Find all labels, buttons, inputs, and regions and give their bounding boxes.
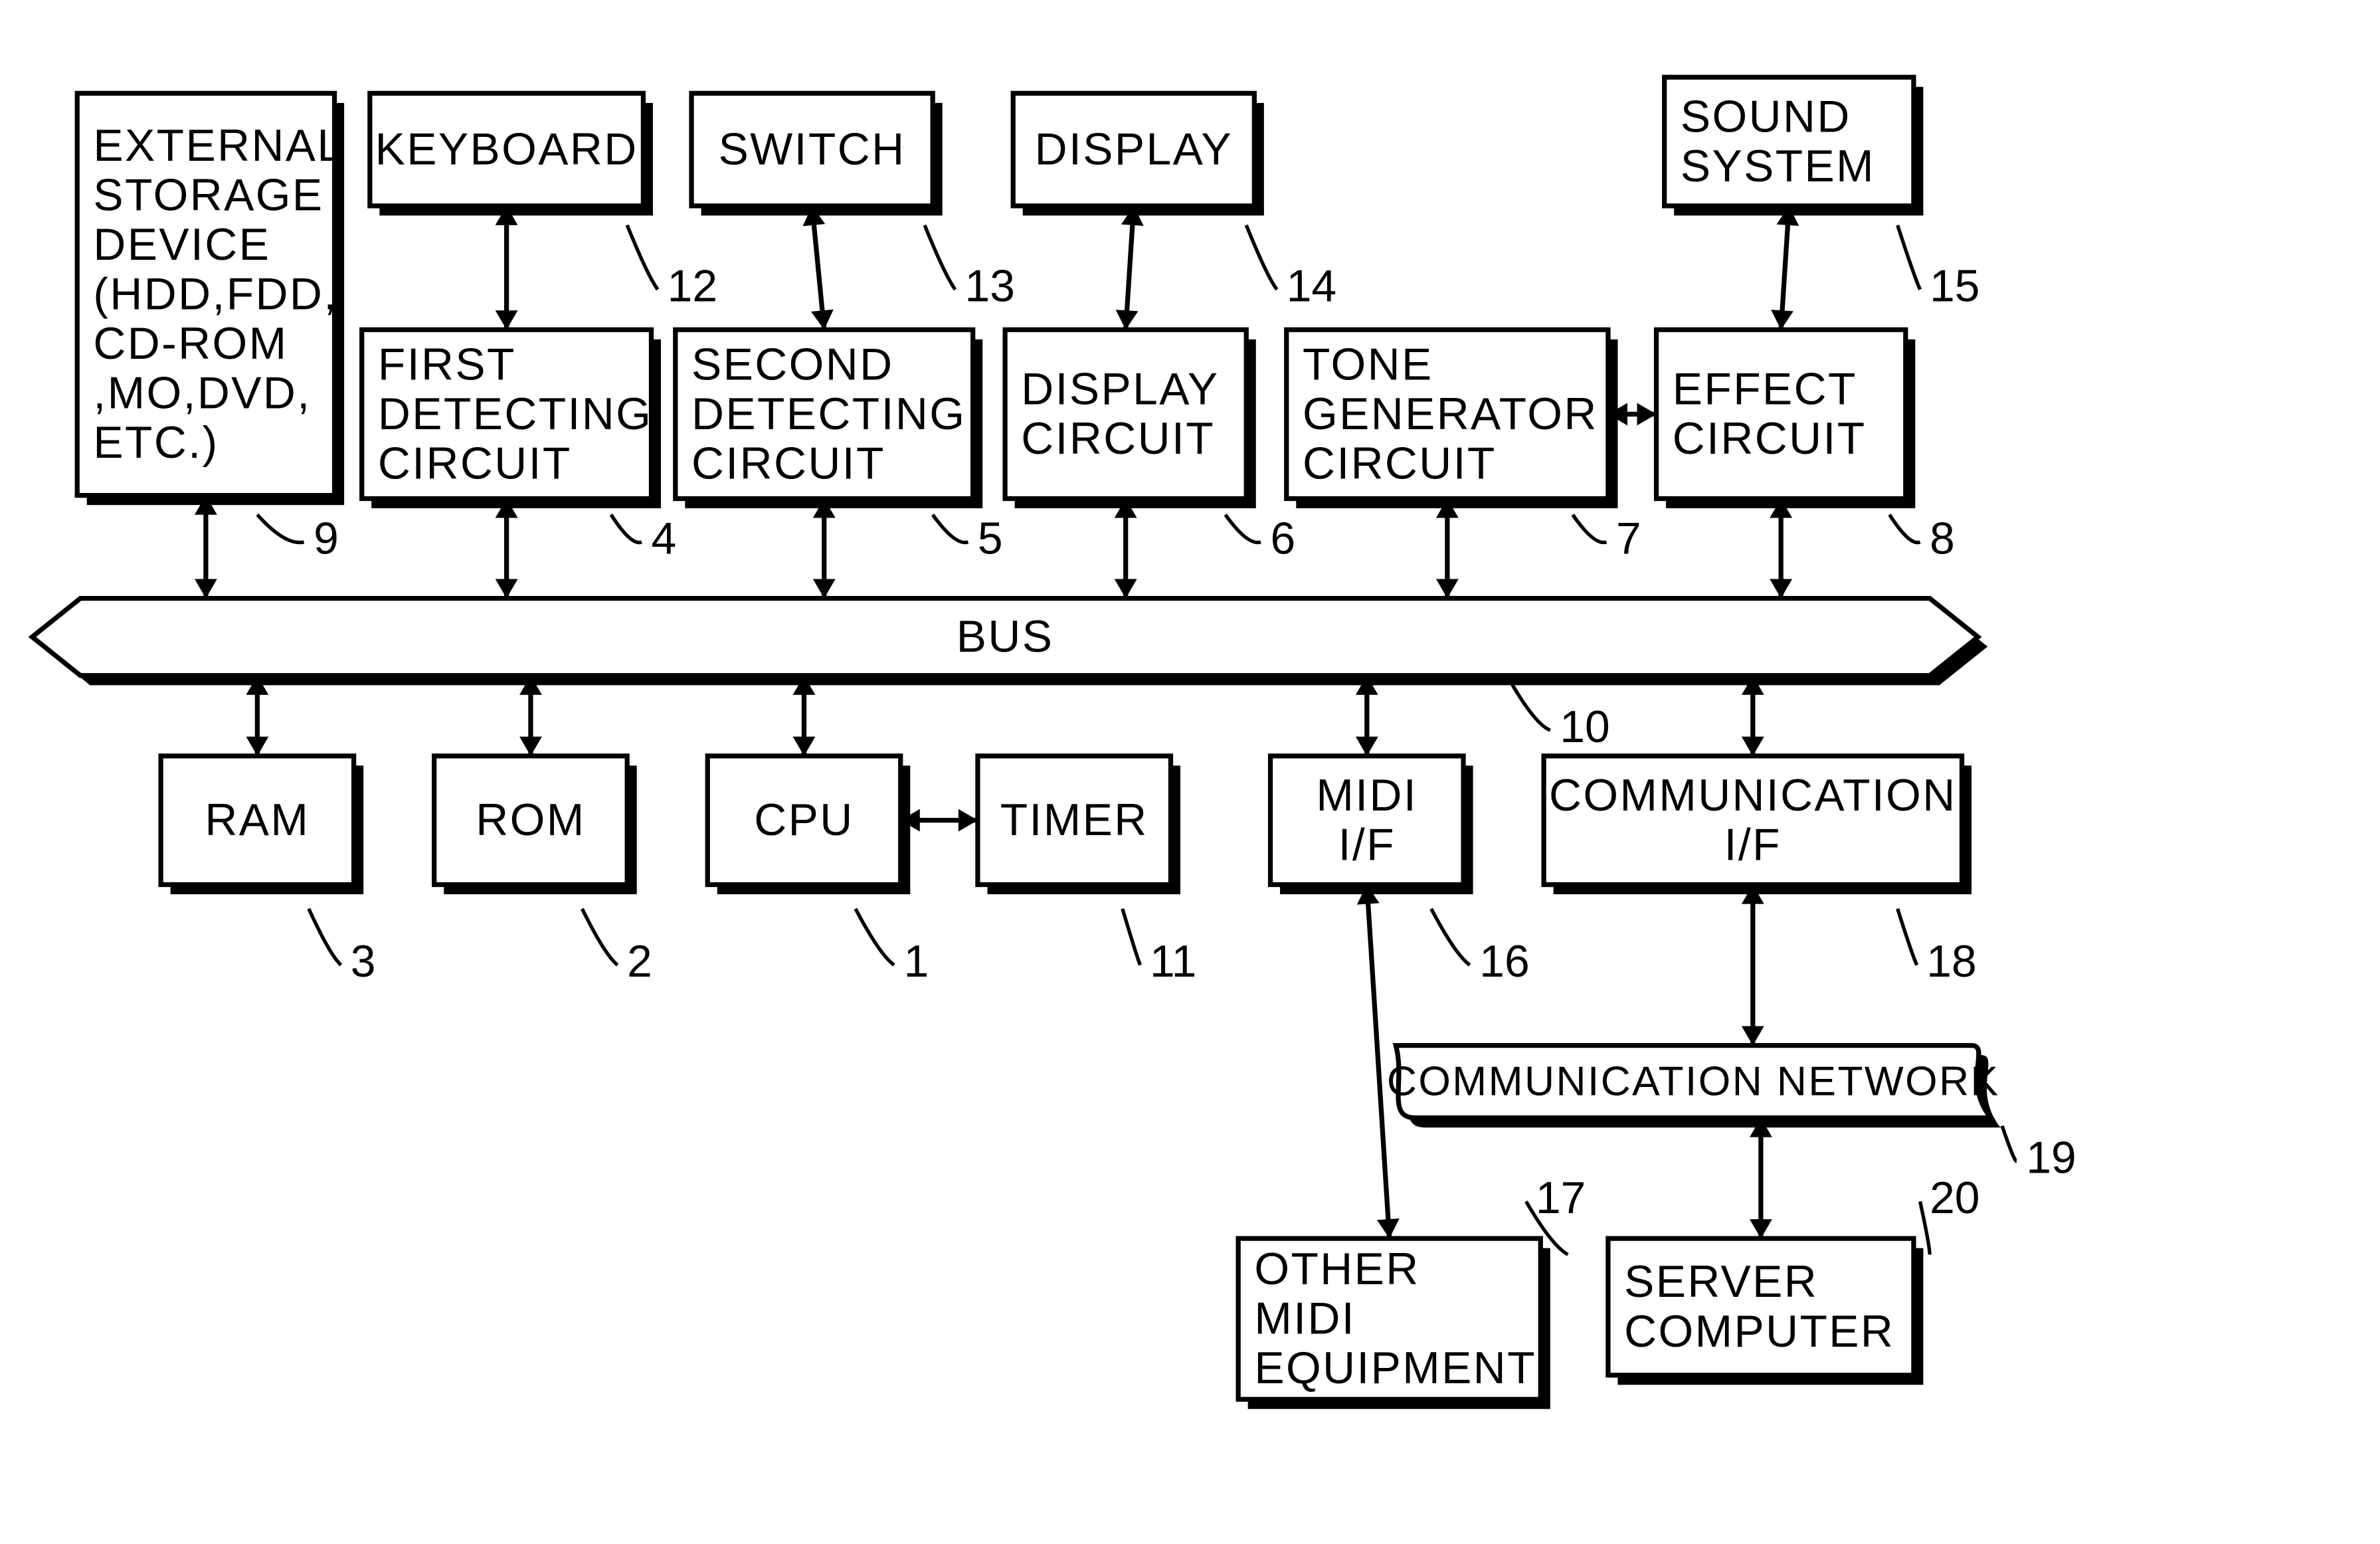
- ref-leader: [1573, 515, 1607, 543]
- label-ext_storage: (HDD,FDD,: [93, 270, 337, 320]
- label-ext_storage: STORAGE: [93, 170, 323, 220]
- ref-comm_if: 18: [1926, 937, 1976, 987]
- ref-server: 20: [1930, 1173, 1979, 1223]
- ref-tone_gen: 7: [1616, 514, 1641, 564]
- ref-bus: 10: [1560, 702, 1609, 752]
- connector: [1771, 206, 1799, 330]
- ref-ram: 3: [351, 937, 376, 987]
- label-ext_storage: EXTERNAL: [93, 121, 343, 171]
- ref-leader: [309, 909, 341, 965]
- label-server: SERVER: [1624, 1257, 1818, 1307]
- connector: [1116, 206, 1144, 330]
- ref-leader: [627, 225, 658, 290]
- label-other_midi: OTHER: [1254, 1244, 1419, 1294]
- connector: [1356, 676, 1378, 756]
- ref-timer: 11: [1150, 937, 1196, 987]
- ref-leader: [611, 515, 642, 543]
- ref-other_midi: 17: [1536, 1173, 1586, 1223]
- label-sound_system: SOUND: [1681, 92, 1851, 142]
- connector: [1750, 1118, 1772, 1239]
- label-display: DISPLAY: [1035, 125, 1233, 175]
- ref-sound_system: 15: [1930, 261, 1979, 311]
- ref-display: 14: [1287, 261, 1336, 311]
- ref-display_ckt: 6: [1271, 514, 1296, 564]
- label-rom: ROM: [476, 795, 585, 845]
- label-first_det: CIRCUIT: [378, 438, 572, 488]
- label-comm_if: COMMUNICATION: [1549, 771, 1957, 820]
- label-second_det: SECOND: [691, 339, 893, 389]
- ref-keyboard: 12: [668, 261, 717, 311]
- ref-ext_storage: 9: [314, 514, 339, 564]
- label-second_det: DETECTING: [691, 389, 966, 439]
- ref-cpu: 1: [904, 937, 929, 987]
- label-effect: EFFECT: [1673, 365, 1857, 415]
- ref-leader: [257, 515, 304, 543]
- connector: [1770, 498, 1792, 598]
- label-tone_gen: CIRCUIT: [1303, 438, 1497, 488]
- ref-network: 19: [2026, 1133, 2076, 1183]
- label-bus: BUS: [957, 612, 1054, 662]
- connector: [1742, 676, 1764, 756]
- label-tone_gen: TONE: [1303, 339, 1433, 389]
- label-ext_storage: DEVICE: [93, 220, 270, 270]
- label-cpu: CPU: [754, 795, 854, 845]
- connector: [496, 498, 518, 598]
- ref-leader: [1920, 1201, 1930, 1254]
- label-tone_gen: GENERATOR: [1303, 389, 1598, 439]
- label-ram: RAM: [205, 795, 310, 845]
- label-sound_system: SYSTEM: [1681, 142, 1875, 191]
- ref-switch: 13: [965, 261, 1015, 311]
- label-network: COMMUNICATION NETWORK: [1387, 1059, 2000, 1105]
- ref-second_det: 5: [978, 514, 1003, 564]
- ref-leader: [1431, 909, 1470, 965]
- label-keyboard: KEYBOARD: [375, 125, 638, 175]
- connector: [1742, 885, 1764, 1046]
- ref-midi_if: 16: [1479, 937, 1529, 987]
- ref-leader: [1512, 684, 1550, 730]
- ref-leader: [582, 909, 617, 965]
- label-timer: TIMER: [1000, 795, 1148, 845]
- ref-leader: [1123, 909, 1141, 965]
- label-other_midi: MIDI: [1254, 1294, 1356, 1344]
- connector: [1436, 498, 1459, 598]
- connector: [246, 676, 268, 756]
- ref-first_det: 4: [651, 514, 676, 564]
- connector: [1115, 498, 1137, 598]
- ref-leader: [1890, 515, 1920, 543]
- ref-rom: 2: [627, 937, 652, 987]
- connector: [793, 676, 816, 756]
- ref-leader: [1246, 225, 1277, 290]
- label-effect: CIRCUIT: [1673, 414, 1867, 464]
- ref-effect: 8: [1930, 514, 1955, 564]
- ref-leader: [1898, 909, 1917, 965]
- label-switch: SWITCH: [719, 125, 906, 175]
- ref-leader: [1226, 515, 1261, 543]
- connector: [813, 498, 836, 598]
- label-comm_if: I/F: [1724, 820, 1782, 870]
- ref-leader: [2002, 1126, 2017, 1161]
- ref-leader: [933, 515, 968, 543]
- ref-leader: [856, 909, 894, 965]
- connector: [803, 206, 834, 330]
- label-server: COMPUTER: [1624, 1307, 1894, 1357]
- label-other_midi: EQUIPMENT: [1254, 1343, 1536, 1393]
- connector: [519, 676, 542, 756]
- label-display_ckt: DISPLAY: [1021, 365, 1219, 415]
- label-midi_if: I/F: [1338, 820, 1396, 870]
- label-ext_storage: CD-ROM: [93, 319, 288, 369]
- ref-leader: [1898, 225, 1920, 290]
- connector: [195, 496, 217, 599]
- label-ext_storage: ,MO,DVD,: [93, 369, 311, 419]
- label-second_det: CIRCUIT: [691, 438, 885, 488]
- label-midi_if: MIDI: [1316, 771, 1418, 820]
- label-ext_storage: ETC.): [93, 418, 219, 468]
- ref-leader: [925, 225, 955, 290]
- label-display_ckt: CIRCUIT: [1021, 414, 1215, 464]
- connector: [496, 206, 518, 330]
- connector: [901, 809, 978, 832]
- label-first_det: FIRST: [378, 339, 516, 389]
- label-first_det: DETECTING: [378, 389, 652, 439]
